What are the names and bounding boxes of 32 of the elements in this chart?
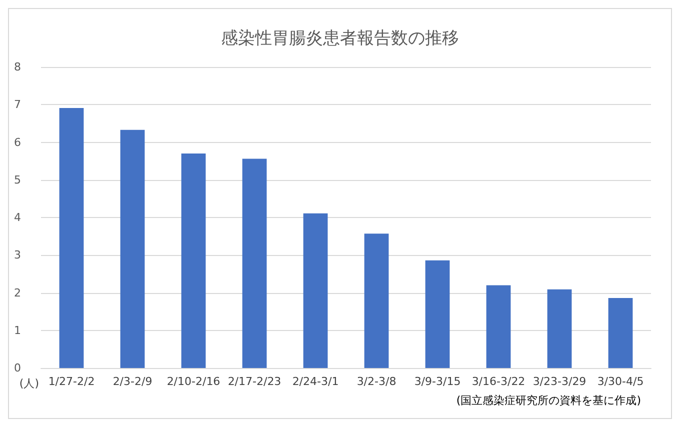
x-tick-label: 3/2-3/8 — [356, 375, 396, 388]
bar — [364, 234, 389, 368]
y-tick-label: 8 — [14, 60, 21, 74]
y-tick-label: 4 — [14, 211, 21, 224]
y-tick-label: 6 — [14, 136, 21, 149]
bar — [59, 108, 84, 368]
x-tick-label: 3/23-3/29 — [532, 375, 586, 388]
y-tick-label: 0 — [14, 362, 21, 374]
x-tick-label: 2/17-2/23 — [228, 375, 282, 388]
x-tick-label: 2/3-2/9 — [112, 375, 152, 388]
x-tick-label: 3/16-3/22 — [472, 375, 526, 388]
x-tick-label: 3/9-3/15 — [414, 375, 461, 388]
bar — [486, 285, 511, 368]
bar — [303, 213, 328, 368]
y-axis-title: (人) — [19, 377, 39, 390]
x-tick-label: 2/24-3/1 — [292, 375, 339, 388]
bar — [120, 130, 145, 368]
y-tick-label: 3 — [14, 248, 21, 262]
x-tick-label: 1/27-2/2 — [48, 375, 95, 388]
x-tick-label: 2/10-2/16 — [166, 375, 220, 388]
text: (国立感染症研究所の資料を基に作成) — [456, 394, 642, 407]
bar — [242, 158, 267, 368]
bar — [425, 260, 450, 368]
bar — [547, 289, 572, 368]
y-tick-label: 5 — [14, 173, 21, 186]
bar — [181, 154, 206, 368]
y-tick-label: 1 — [14, 324, 21, 337]
y-tick-label: 2 — [14, 286, 21, 300]
bar — [608, 298, 633, 368]
y-tick-label: 7 — [14, 98, 21, 112]
chart-title: 感染性胃腸炎患者報告数の推移 — [221, 28, 459, 48]
x-tick-label: 3/30-4/5 — [597, 375, 644, 388]
